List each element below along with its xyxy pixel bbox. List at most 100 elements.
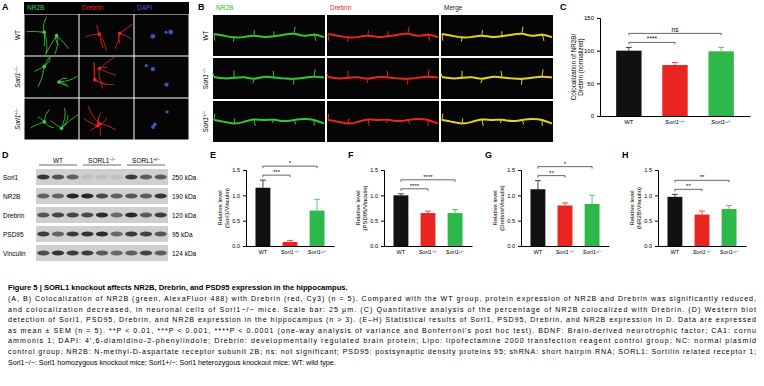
row-label: WT [202,30,209,40]
band-size: 124 kDa [172,250,197,257]
significance-label: ** [686,182,691,189]
marks [667,194,736,246]
spine [408,27,409,33]
tick-mark [597,51,600,52]
neurite [85,34,99,37]
tick: Sorl1−/− [556,246,575,255]
spine [542,69,543,76]
bar [558,205,573,246]
neurite [59,76,77,82]
header-strip [24,2,189,14]
tick: Sorl1+/− [583,246,602,255]
bar [421,213,436,246]
blot-band [111,212,123,217]
error-bar [726,205,732,209]
error-bar [589,195,595,204]
x-axis: WTSorl1−/−Sorl1+/− [601,116,751,125]
tick-mark [381,221,384,222]
tick-label: 1.5 [507,167,515,173]
blot-band [37,212,49,217]
significance-label: **** [410,182,420,189]
tick: Sorl1−/− [281,246,300,255]
micrograph [135,57,189,98]
spine [254,119,255,126]
blot-band [37,250,49,255]
tick: 1.0 [507,193,521,199]
blot-band [125,250,137,255]
significance-bracket [263,166,317,168]
spine [462,118,464,124]
neurite [38,67,44,88]
axis-line [659,246,747,247]
label-base: Sorl1 [583,249,596,255]
axis-title: (Sorl1/Vinculin) [224,188,230,228]
blot-band [155,250,167,255]
band-name: Vinculin [3,250,26,257]
x-axis: WTSorl1−/−Sorl1+/− [659,246,747,255]
panel-letter: C [560,2,567,12]
tick: 1.5 [370,167,384,173]
row-label: Sorl1−/− [202,67,209,89]
axis-title: Drebrin (normalized) [577,38,585,95]
label-sup: +/− [596,249,602,254]
axis-line [601,116,751,117]
blot-strip [36,245,168,261]
neurite [51,120,62,128]
spine [442,114,444,120]
y-axis: 050100150 [584,15,601,119]
group-bracket [83,165,121,166]
tick-label: 0.5 [370,218,378,224]
axis-line [518,171,522,247]
panel-letter: F [348,150,354,160]
significance-label: *** [273,168,281,175]
tick: 0 [591,113,600,119]
category-label: WT [534,249,543,255]
tick-label: 100 [584,48,595,54]
column-header: Drebrin [330,4,352,11]
blot-band [155,231,167,236]
tick-mark [243,246,246,247]
spine [273,71,275,78]
panel-letter: H [622,150,629,160]
neurite [46,36,57,55]
spine [214,114,216,120]
tick: 0.0 [507,243,521,249]
tick: Sorl1+/− [720,246,739,255]
label-base: Sorl1 [665,119,679,125]
label-sup: −/− [706,249,712,254]
tick-mark [381,170,384,171]
spine [328,114,330,120]
panel-d: WTSORL1−/−SORL1+/−Sorl1250 kDaNR2B190 kD… [3,157,197,261]
y-axis: 0.00.51.01.5 [507,167,521,249]
spine [387,71,389,78]
bar-chart: 0.00.51.01.5WTSorl1−/−Sorl1+/−Relative l… [492,160,610,255]
bar [695,215,710,246]
caption: Figure 5 | SORL1 knockout affects NR2B, … [8,283,756,367]
neurite [59,82,69,87]
spine [328,34,330,41]
tick-label: 1.0 [232,193,240,199]
caption-line: ammonis 1; DAPI: 4′,6-diamidino-2-phenyl… [8,337,756,345]
neurite [44,32,47,54]
tick-label: 1.5 [370,167,378,173]
blot-band [52,250,64,255]
label-base: Sorl1 [14,114,21,130]
column-header: NR2B [216,4,233,11]
label-sup: +/− [14,108,19,115]
spine [368,30,369,35]
neurite [97,117,99,126]
category-label: Sorl1+/− [711,119,732,125]
axis-line [381,171,385,247]
group-bracket [39,165,77,166]
spine [234,118,236,124]
label-sup: +/− [459,249,465,254]
category-label: Sorl1−/− [665,119,686,125]
blot-band [155,174,167,179]
spine [293,79,295,84]
label-base: Sorl1 [202,74,209,90]
error-bar [562,203,568,206]
panel-letter: A [2,2,9,12]
tick: Sorl1−/− [665,116,686,125]
category-label: Sorl1+/− [308,249,327,255]
label-base: Sorl1 [720,249,733,255]
